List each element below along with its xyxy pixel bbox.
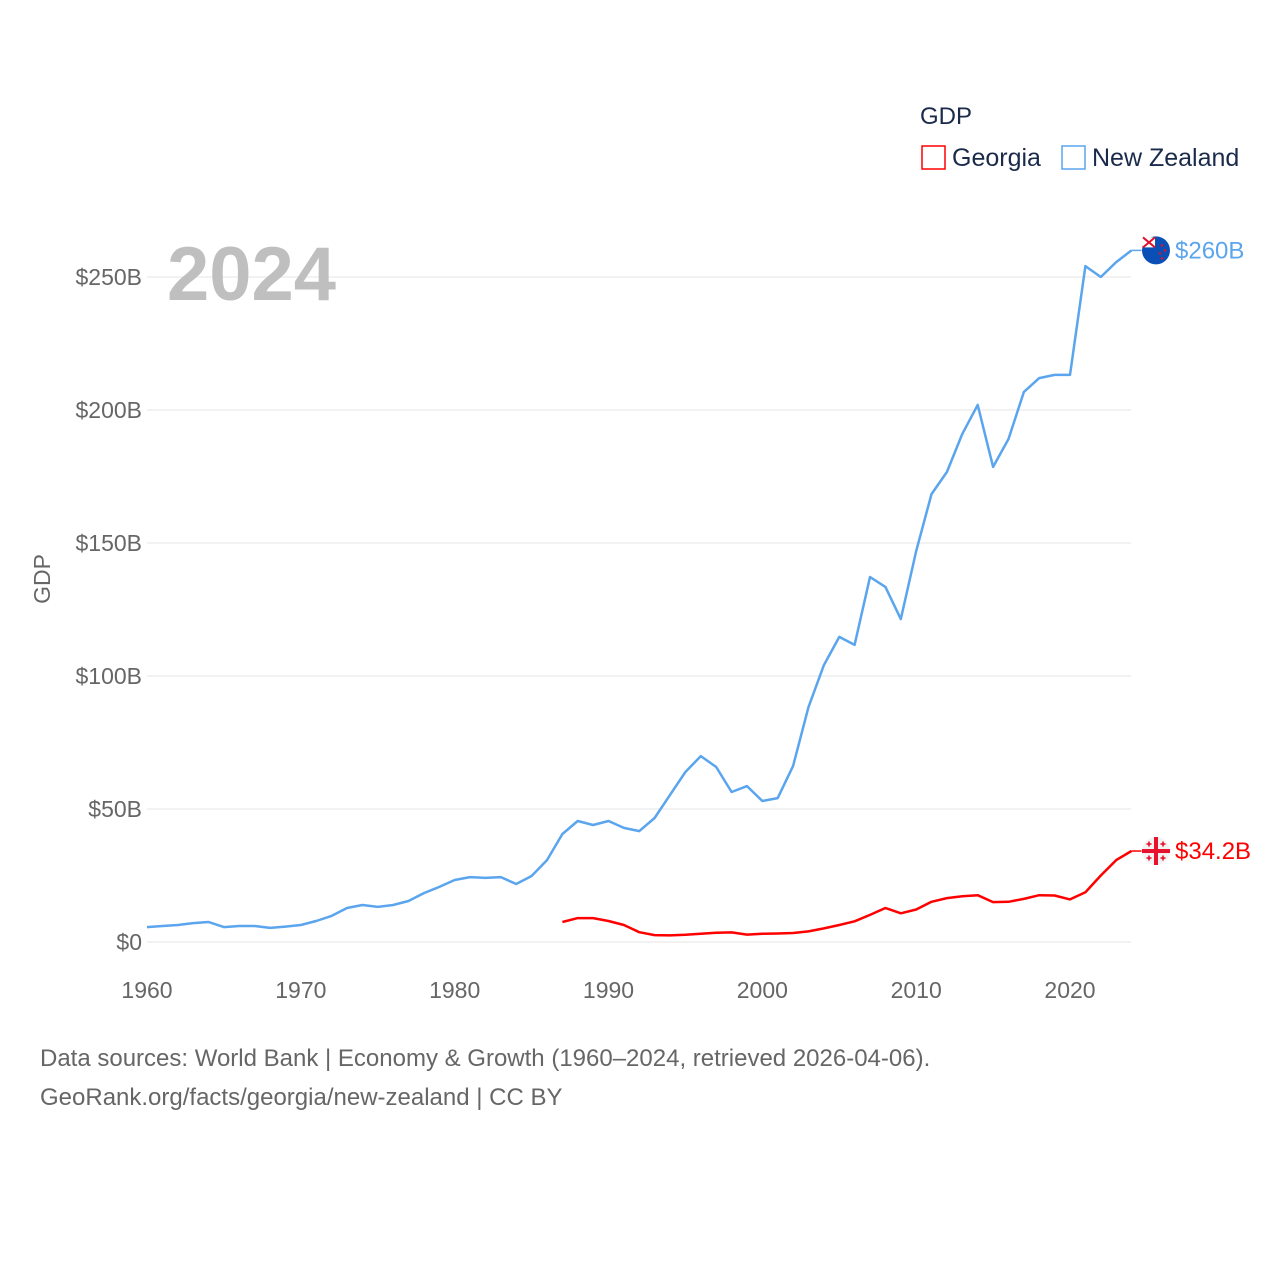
legend-item-georgia[interactable]: Georgia: [921, 144, 1041, 172]
series-line-georgia: [562, 849, 1133, 937]
legend-item-new-zealand[interactable]: New Zealand: [1061, 144, 1239, 172]
x-tick-label: 1980: [429, 977, 480, 1003]
x-tick-label: 1960: [121, 977, 172, 1003]
legend-swatch: [921, 145, 946, 170]
end-value-label: $34.2B: [1175, 838, 1251, 865]
x-tick-label: 2020: [1044, 977, 1095, 1003]
new-zealand-flag-icon: [1142, 236, 1170, 265]
x-tick-label: 2010: [891, 977, 942, 1003]
georgia-flag-icon: [1142, 837, 1170, 866]
y-tick-label: $150B: [75, 530, 142, 556]
y-tick-label: $50B: [88, 796, 142, 822]
legend: GDP Georgia New Zealand: [920, 103, 1239, 172]
end-value-label: $260B: [1175, 237, 1244, 264]
x-tick-label: 1970: [275, 977, 326, 1003]
y-tick-label: $100B: [75, 663, 142, 689]
y-tick-label: $200B: [75, 397, 142, 423]
legend-label: Georgia: [952, 144, 1041, 172]
footer-attribution: GeoRank.org/facts/georgia/new-zealand | …: [40, 1084, 563, 1111]
y-tick-label: $0: [116, 929, 142, 955]
y-tick-label: $250B: [75, 264, 142, 290]
x-tick-label: 1990: [583, 977, 634, 1003]
y-axis-label: GDP: [29, 554, 55, 604]
legend-title: GDP: [920, 103, 972, 130]
legend-swatch: [1061, 145, 1086, 170]
series-line-new-zealand: [146, 249, 1133, 930]
year-label: 2024: [167, 232, 336, 317]
legend-label: New Zealand: [1092, 144, 1239, 172]
x-tick-label: 2000: [737, 977, 788, 1003]
footer-sources: Data sources: World Bank | Economy & Gro…: [40, 1045, 931, 1072]
